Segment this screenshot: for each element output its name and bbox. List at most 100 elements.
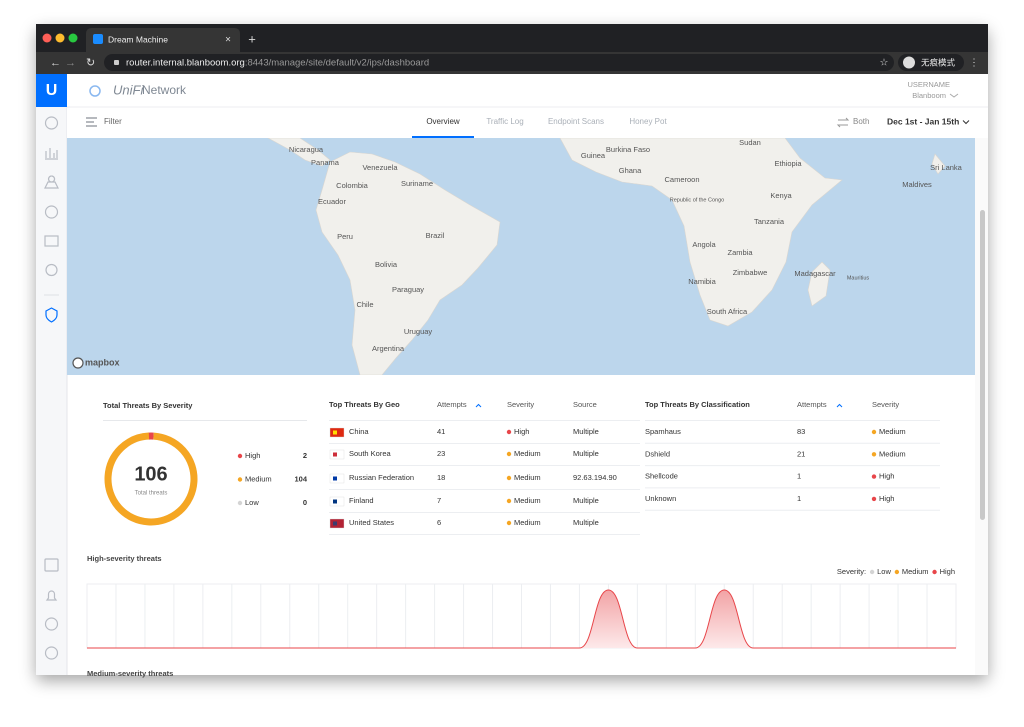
classification: Dshield xyxy=(645,449,670,458)
map-label: Peru xyxy=(337,232,353,241)
filter-icon[interactable] xyxy=(86,117,97,127)
severity-cell: Medium xyxy=(514,449,541,458)
attempts: 1 xyxy=(797,494,801,503)
severity-dot xyxy=(506,520,512,526)
tab[interactable] xyxy=(86,28,240,52)
chart-title: High-severity threats xyxy=(87,554,162,563)
sidebar xyxy=(36,74,67,675)
attempts: 21 xyxy=(797,449,805,458)
attempts: 41 xyxy=(437,427,445,436)
nav-threat-management[interactable] xyxy=(45,307,58,323)
flag-detail xyxy=(333,521,337,526)
active-tab-indicator xyxy=(412,136,474,138)
country: South Korea xyxy=(349,449,392,458)
nav-support[interactable] xyxy=(44,617,59,631)
legend-title: Severity: xyxy=(837,567,866,576)
map-label: Mauritius xyxy=(847,275,870,281)
map-label: Chile xyxy=(356,300,373,309)
severity-dot xyxy=(506,498,512,504)
attempts: 83 xyxy=(797,427,805,436)
minimize-button[interactable] xyxy=(55,33,65,43)
threat-area xyxy=(87,590,956,648)
flag-detail xyxy=(333,499,337,504)
table-title: Top Threats By Geo xyxy=(329,400,400,409)
severity-cell: High xyxy=(514,427,529,436)
total-count: 106 xyxy=(134,463,167,485)
user-role: USERNAME xyxy=(907,80,950,89)
app-logo[interactable] xyxy=(36,74,67,107)
severity-dot xyxy=(506,429,512,435)
nav-settings[interactable] xyxy=(44,646,59,660)
map-label: Tanzania xyxy=(754,217,785,226)
section-title: Medium-severity threats xyxy=(87,669,173,678)
map-label: Nicaragua xyxy=(289,145,324,154)
threat-line xyxy=(87,589,956,649)
direction-icon[interactable] xyxy=(836,117,850,128)
date-range[interactable]: Dec 1st - Jan 15th xyxy=(887,116,959,126)
reload-button[interactable]: ↻ xyxy=(86,57,95,69)
flag-detail xyxy=(333,476,337,481)
table-title: Top Threats By Classification xyxy=(645,400,750,409)
nav-map[interactable] xyxy=(44,175,59,189)
severity-cell: High xyxy=(879,472,894,481)
severity-cell: Medium xyxy=(514,473,541,482)
lock-icon xyxy=(114,60,119,65)
sort-arrow xyxy=(836,403,843,408)
source: Multiple xyxy=(573,449,599,458)
profile-chip[interactable] xyxy=(898,54,964,71)
attempts: 6 xyxy=(437,518,441,527)
nav-statistics[interactable] xyxy=(45,148,58,160)
nav-dashboard[interactable] xyxy=(44,116,59,130)
mapbox-logo xyxy=(72,357,84,369)
classification: Spamhaus xyxy=(645,427,681,436)
map-label: Kenya xyxy=(770,191,792,200)
view-tab[interactable]: Traffic Log xyxy=(486,117,523,126)
close-button[interactable] xyxy=(42,33,52,43)
source: Multiple xyxy=(573,496,599,505)
date-chevron[interactable] xyxy=(962,120,970,125)
back-button[interactable]: ← xyxy=(50,57,61,69)
map-label: Maldives xyxy=(902,180,932,189)
map-attribution: mapbox xyxy=(85,357,120,367)
site-icon xyxy=(89,85,101,97)
sort-arrow xyxy=(475,403,482,408)
address-field[interactable] xyxy=(104,54,894,71)
nav-devices[interactable] xyxy=(44,205,59,219)
donut-segment xyxy=(104,432,198,526)
severity-dot xyxy=(871,452,877,457)
nav-insights[interactable] xyxy=(45,263,58,277)
nav-clients[interactable] xyxy=(44,235,59,247)
classification: Unknown xyxy=(645,494,676,503)
app-header xyxy=(67,74,988,107)
country: United States xyxy=(349,518,394,527)
severity-dot xyxy=(506,451,512,457)
scrollbar-thumb[interactable] xyxy=(980,210,985,520)
panel-title: Total Threats By Severity xyxy=(103,401,193,410)
severity-dot xyxy=(871,496,877,502)
bookmark-star[interactable]: ☆ xyxy=(880,58,889,69)
severity-cell: Medium xyxy=(879,449,906,458)
nav-alerts[interactable] xyxy=(45,590,58,601)
map-label: Republic of the Congo xyxy=(670,197,724,203)
view-tab[interactable]: Overview xyxy=(426,117,460,126)
new-tab[interactable]: + xyxy=(248,31,256,46)
severity-name: Medium xyxy=(245,474,272,483)
view-tab[interactable]: Honey Pot xyxy=(629,117,667,126)
sri-lanka xyxy=(931,153,946,175)
map-label: South Africa xyxy=(707,307,748,316)
user-chevron[interactable] xyxy=(949,93,959,98)
map-label: Uruguay xyxy=(404,327,433,336)
map-label: Burkina Faso xyxy=(606,145,650,154)
nav-events[interactable] xyxy=(44,558,59,572)
view-tab[interactable]: Endpoint Scans xyxy=(548,117,604,126)
product: Network xyxy=(142,83,187,97)
forward-button[interactable]: → xyxy=(65,57,76,69)
map-label: Angola xyxy=(692,240,716,249)
severity-dot xyxy=(871,429,877,435)
menu-button[interactable]: ⋮ xyxy=(969,58,979,69)
zoom-button[interactable] xyxy=(68,33,78,43)
africa xyxy=(559,138,843,327)
direction-label[interactable]: Both xyxy=(853,117,869,126)
tab-close[interactable]: × xyxy=(225,35,231,46)
